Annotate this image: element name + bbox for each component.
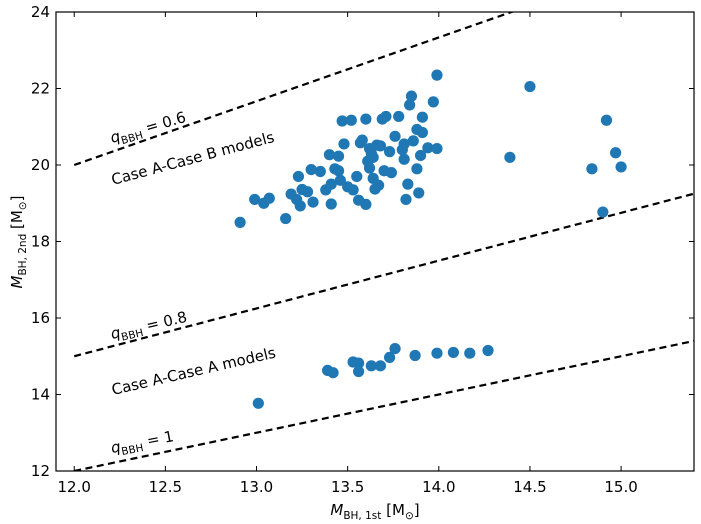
y-tick-label: 24: [31, 3, 50, 21]
data-point-21: [332, 165, 345, 177]
data-point-66: [431, 142, 443, 155]
data-point-87: [447, 346, 459, 359]
data-points: [234, 69, 627, 409]
data-point-75: [252, 397, 264, 409]
y-tick-label: 18: [31, 233, 50, 251]
x-tick-label: 12.0: [58, 478, 91, 496]
x-tick-label: 14.0: [422, 478, 455, 496]
data-point-71: [597, 206, 609, 218]
data-point-13: [314, 165, 326, 178]
data-point-80: [352, 365, 365, 378]
data-point-7: [292, 170, 305, 183]
data-point-69: [524, 80, 536, 93]
data-point-79: [352, 357, 365, 369]
x-axis-ticks: 12.0 12.5 13.0 13.5 14.0 14.5 15.0: [58, 12, 638, 496]
data-point-86: [431, 347, 443, 359]
y-axis-ticks: 12 14 16 18 20 22 24: [31, 3, 694, 480]
data-point-57: [407, 135, 419, 147]
data-point-32: [360, 113, 372, 125]
data-point-1: [249, 193, 261, 206]
data-point-65: [427, 96, 439, 108]
data-point-54: [402, 178, 414, 190]
data-point-56: [405, 90, 418, 102]
data-point-53: [400, 193, 412, 206]
data-point-42: [374, 140, 387, 152]
data-point-41: [373, 179, 385, 191]
data-point-64: [422, 142, 434, 154]
data-point-23: [338, 138, 350, 150]
data-point-81: [365, 360, 377, 372]
x-tick-label: 12.5: [149, 478, 182, 496]
x-axis-label: MBH, 1st [M⊙]: [330, 501, 419, 522]
data-point-10: [301, 186, 314, 198]
data-point-19: [332, 150, 345, 162]
line-label-q08: qBBH = 0.8: [109, 308, 190, 346]
y-axis-label: MBH, 2nd [M⊙]: [8, 196, 29, 289]
x-tick-label: 15.0: [604, 478, 637, 496]
data-point-27: [351, 170, 363, 183]
data-point-88: [464, 347, 476, 359]
reference-line-1: [73, 192, 694, 358]
line-label-q1: qBBH = 1: [109, 427, 175, 460]
data-point-73: [610, 147, 622, 159]
data-point-77: [327, 367, 339, 379]
data-point-0: [234, 216, 246, 228]
data-point-63: [416, 111, 428, 123]
data-point-83: [383, 351, 396, 363]
data-point-20: [334, 174, 346, 186]
data-point-70: [586, 163, 598, 175]
data-point-17: [325, 198, 337, 210]
y-tick-label: 12: [31, 462, 50, 480]
data-point-45: [380, 110, 392, 123]
reference-lines: [73, 12, 694, 471]
data-point-84: [389, 343, 401, 355]
y-tick-label: 20: [31, 156, 50, 174]
x-tick-label: 13.0: [240, 478, 273, 496]
data-point-82: [374, 360, 387, 372]
data-point-48: [389, 130, 401, 142]
data-point-22: [336, 115, 348, 127]
data-point-15: [323, 149, 336, 161]
data-point-60: [413, 187, 425, 199]
data-point-34: [363, 162, 376, 174]
data-point-46: [383, 146, 396, 158]
annotation-case-a-case-a: Case A-Case A models: [110, 344, 278, 399]
data-point-72: [600, 114, 613, 126]
plot-frame: [55, 11, 695, 472]
data-point-31: [360, 198, 372, 210]
data-point-11: [307, 196, 319, 208]
y-tick-label: 14: [31, 386, 50, 404]
data-point-4: [280, 212, 292, 225]
data-point-47: [385, 167, 398, 179]
data-point-26: [347, 184, 359, 196]
data-point-61: [414, 149, 427, 162]
data-point-51: [398, 138, 410, 150]
y-tick-label: 22: [31, 80, 50, 98]
reference-line-0: [73, 12, 515, 167]
data-point-49: [393, 110, 405, 123]
data-point-25: [345, 114, 357, 126]
data-point-12: [305, 163, 317, 176]
data-point-89: [482, 344, 494, 357]
data-point-68: [504, 151, 516, 163]
data-point-52: [398, 153, 410, 165]
x-tick-label: 14.5: [513, 478, 546, 496]
data-point-85: [409, 349, 421, 362]
data-point-74: [615, 161, 627, 173]
y-tick-label: 16: [31, 309, 50, 327]
x-tick-label: 13.5: [331, 478, 364, 496]
data-point-3: [263, 192, 275, 204]
data-point-59: [411, 163, 423, 175]
data-point-30: [356, 134, 368, 146]
data-point-37: [367, 151, 379, 163]
data-point-8: [294, 200, 306, 212]
data-point-67: [431, 69, 443, 81]
reference-line-2: [74, 339, 694, 471]
data-point-16: [325, 178, 337, 190]
data-point-55: [404, 99, 416, 111]
data-point-62: [416, 126, 428, 139]
